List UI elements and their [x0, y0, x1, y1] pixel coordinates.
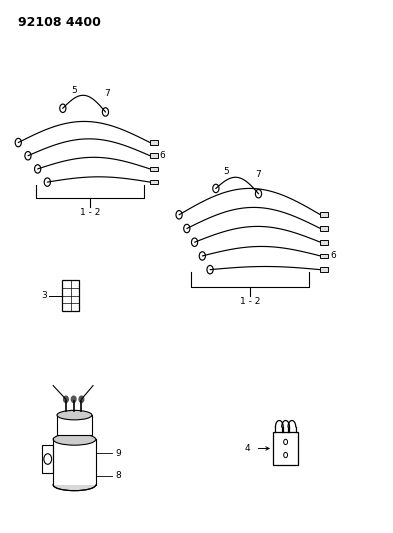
Bar: [320, 226, 328, 231]
Ellipse shape: [53, 479, 96, 491]
Text: 92108 4400: 92108 4400: [18, 16, 101, 29]
Text: 6: 6: [330, 252, 336, 261]
Circle shape: [64, 396, 68, 402]
Bar: [150, 180, 158, 184]
Bar: [150, 166, 158, 171]
Bar: [150, 140, 158, 145]
Bar: [42, 445, 53, 473]
Bar: [320, 240, 328, 245]
Text: 7: 7: [255, 171, 261, 180]
Text: 5: 5: [72, 86, 77, 94]
Bar: [273, 432, 298, 465]
Text: 9: 9: [115, 449, 121, 458]
Text: 8: 8: [115, 471, 121, 480]
Bar: [320, 254, 328, 259]
Text: 3: 3: [41, 291, 47, 300]
Text: 5: 5: [223, 167, 229, 176]
Bar: [57, 415, 92, 435]
Bar: [53, 439, 96, 485]
Bar: [62, 280, 79, 311]
Circle shape: [72, 396, 76, 402]
Text: 7: 7: [104, 88, 110, 98]
Text: 4: 4: [244, 444, 250, 453]
Bar: [320, 267, 328, 272]
Text: 6: 6: [160, 151, 165, 160]
Text: 1 - 2: 1 - 2: [240, 297, 260, 306]
Bar: [320, 213, 328, 217]
Bar: [150, 154, 158, 158]
Ellipse shape: [57, 410, 92, 420]
Circle shape: [79, 396, 84, 402]
Text: 1 - 2: 1 - 2: [80, 208, 100, 217]
Ellipse shape: [53, 433, 96, 445]
